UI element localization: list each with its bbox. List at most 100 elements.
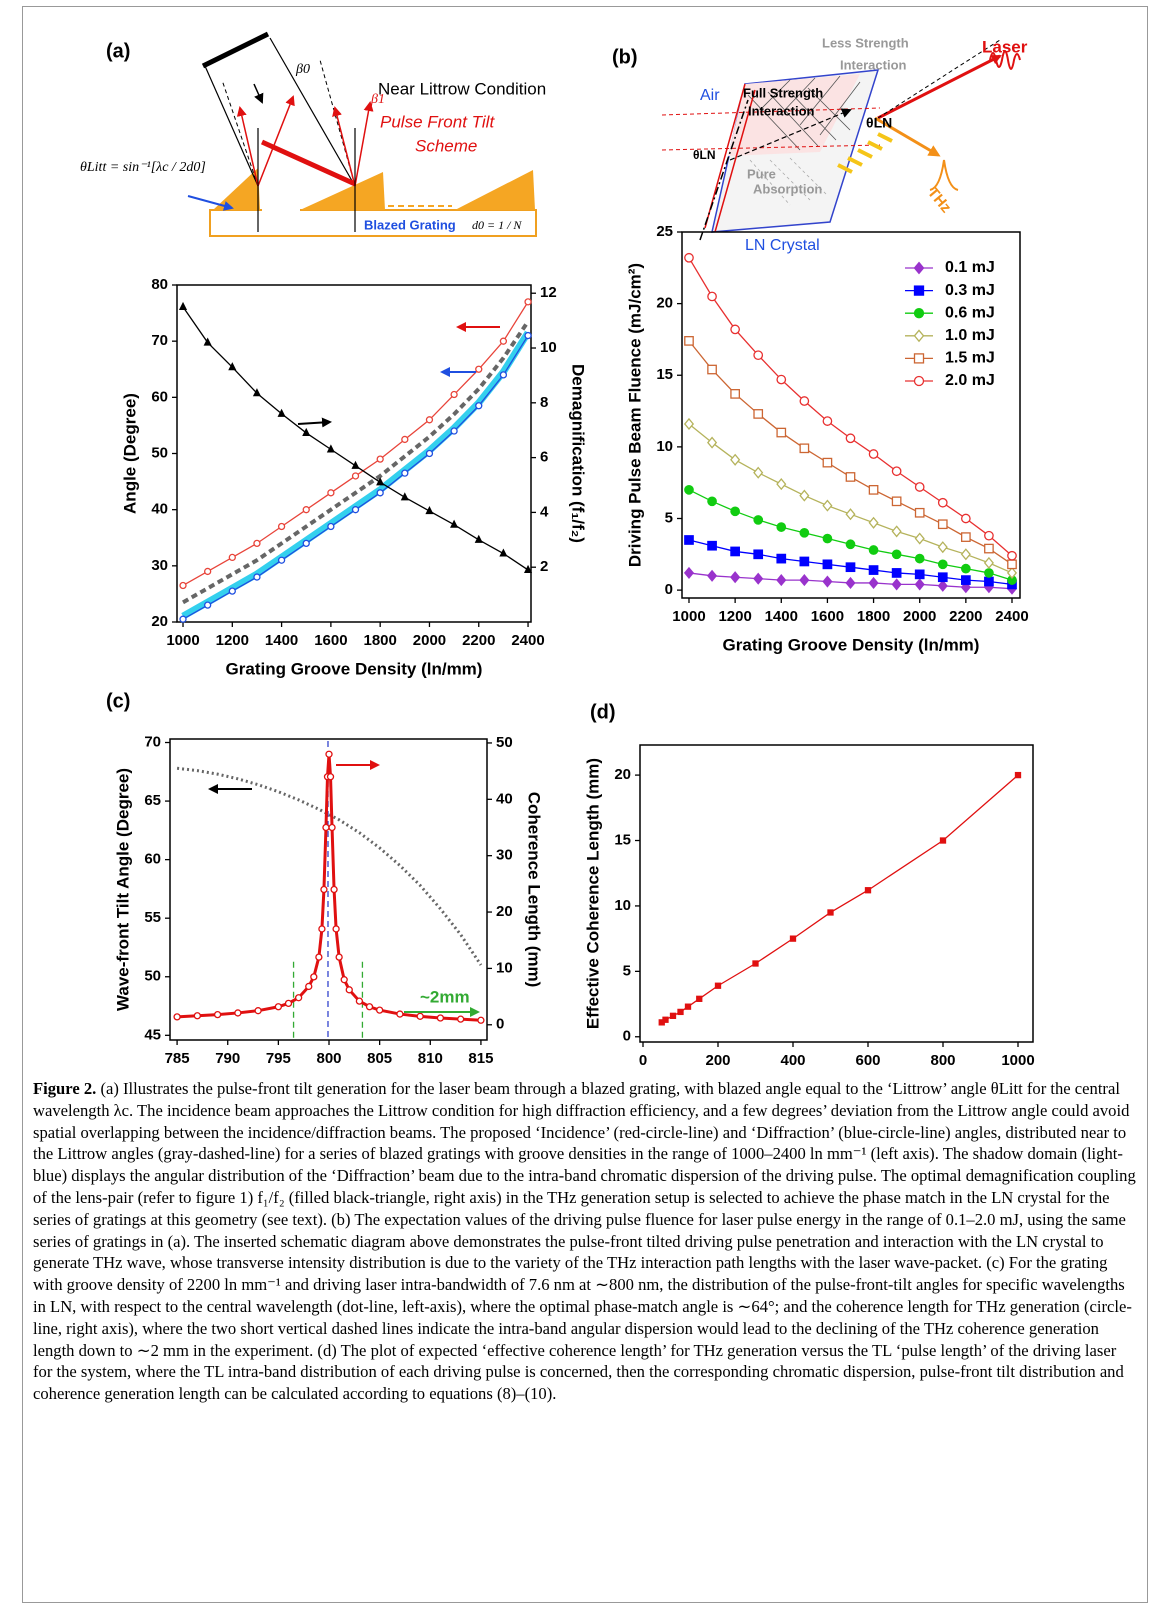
data-point xyxy=(351,472,360,480)
data-point xyxy=(707,569,718,582)
data-point xyxy=(684,484,694,495)
data-point xyxy=(228,553,236,562)
blaze-arrow xyxy=(187,195,234,211)
annotation-arrow xyxy=(297,417,332,428)
data-point xyxy=(677,1008,684,1016)
y2-tick-label: 8 xyxy=(540,394,548,411)
data-point xyxy=(891,496,902,507)
data-point xyxy=(178,301,188,310)
y2-tick-label: 20 xyxy=(496,903,513,920)
y-axis-label: Angle (Degree) xyxy=(120,393,139,514)
data-point xyxy=(891,525,902,538)
y2-axis-label: Demagnification (f₁/f₂) xyxy=(569,364,588,543)
data-point xyxy=(822,559,833,570)
series-line xyxy=(182,301,529,587)
y-tick-label: 40 xyxy=(151,501,168,518)
y-tick-label: 25 xyxy=(656,223,673,240)
caption-label: Figure 2. xyxy=(33,1079,97,1098)
data-point xyxy=(984,568,994,578)
legend-label: 2.0 mJ xyxy=(945,372,995,389)
data-point xyxy=(254,1007,262,1015)
data-point xyxy=(228,362,237,371)
data-point xyxy=(868,576,879,590)
y-tick-label: 0 xyxy=(665,581,673,598)
data-point xyxy=(475,402,483,410)
x-tick-label: 1400 xyxy=(265,632,298,649)
data-point xyxy=(376,489,384,497)
data-point xyxy=(475,365,483,373)
data-point xyxy=(1007,559,1017,570)
x-tick-label: 800 xyxy=(316,1050,341,1067)
schematic-label: Less Strength xyxy=(822,35,909,50)
data-point xyxy=(799,574,810,587)
beam-edge xyxy=(661,144,881,151)
data-point xyxy=(277,556,286,564)
data-point xyxy=(799,443,810,454)
legend-marker xyxy=(913,329,925,343)
data-point xyxy=(425,505,434,515)
data-point xyxy=(328,823,336,832)
data-point xyxy=(1006,566,1018,579)
schematic-label: Scheme xyxy=(415,136,477,155)
data-point xyxy=(305,982,313,991)
data-point xyxy=(707,291,717,302)
data-point xyxy=(450,519,459,528)
grating-tooth xyxy=(213,168,260,210)
data-point xyxy=(868,516,879,529)
data-point xyxy=(302,506,310,514)
data-point xyxy=(730,506,740,517)
beam-arrow xyxy=(253,83,264,104)
data-point xyxy=(730,571,741,584)
schematic-b: Air Full Strength Interaction Less Stren… xyxy=(661,35,1028,254)
data-point xyxy=(707,496,717,507)
data-point xyxy=(864,887,872,894)
plot-frame xyxy=(176,284,532,623)
data-point xyxy=(327,489,335,497)
y-tick-label: 70 xyxy=(151,332,168,349)
legend-marker xyxy=(913,353,925,364)
data-point xyxy=(799,527,810,538)
data-point xyxy=(524,331,532,340)
data-point xyxy=(234,1009,242,1017)
data-point xyxy=(914,532,925,545)
data-point xyxy=(799,489,810,502)
data-point xyxy=(891,549,902,560)
y-tick-label: 5 xyxy=(665,509,673,526)
data-point xyxy=(752,960,759,967)
data-point xyxy=(891,578,902,591)
data-point xyxy=(776,478,787,491)
data-point xyxy=(937,541,948,554)
x-tick-label: 2000 xyxy=(903,608,936,625)
data-point xyxy=(523,564,533,573)
data-point xyxy=(707,540,717,551)
data-point xyxy=(322,823,330,832)
y2-tick-label: 50 xyxy=(496,734,513,751)
x-tick-label: 795 xyxy=(266,1050,291,1067)
formula: θLitt = sin⁻¹[λc / 2d0] xyxy=(80,160,206,175)
y-tick-label: 50 xyxy=(151,444,168,461)
data-point xyxy=(960,548,971,561)
schematic-label: Pure xyxy=(747,166,776,181)
data-point xyxy=(822,416,833,426)
data-point xyxy=(753,466,764,479)
schematic-label: THz xyxy=(924,184,955,216)
data-point xyxy=(375,1006,384,1014)
diffracted-arrow xyxy=(236,106,259,187)
data-point xyxy=(789,935,797,942)
y-tick-label: 20 xyxy=(151,613,168,630)
laser-ref xyxy=(877,39,1001,119)
data-point xyxy=(179,615,187,623)
x-tick-label: 815 xyxy=(468,1050,493,1067)
y-axis-label: Driving Pulse Beam Fluence (mJ/cm²) xyxy=(625,263,644,567)
data-point xyxy=(683,417,695,431)
data-point xyxy=(204,567,212,576)
x-tick-label: 805 xyxy=(367,1050,392,1067)
y-tick-label: 20 xyxy=(656,295,673,312)
data-point xyxy=(396,1010,404,1018)
data-point xyxy=(213,1010,222,1019)
schematic-label: LN Crystal xyxy=(745,237,820,254)
data-point xyxy=(939,837,947,844)
data-point xyxy=(776,553,787,564)
beam-line xyxy=(204,65,259,187)
diffracted-arrow xyxy=(257,95,295,187)
